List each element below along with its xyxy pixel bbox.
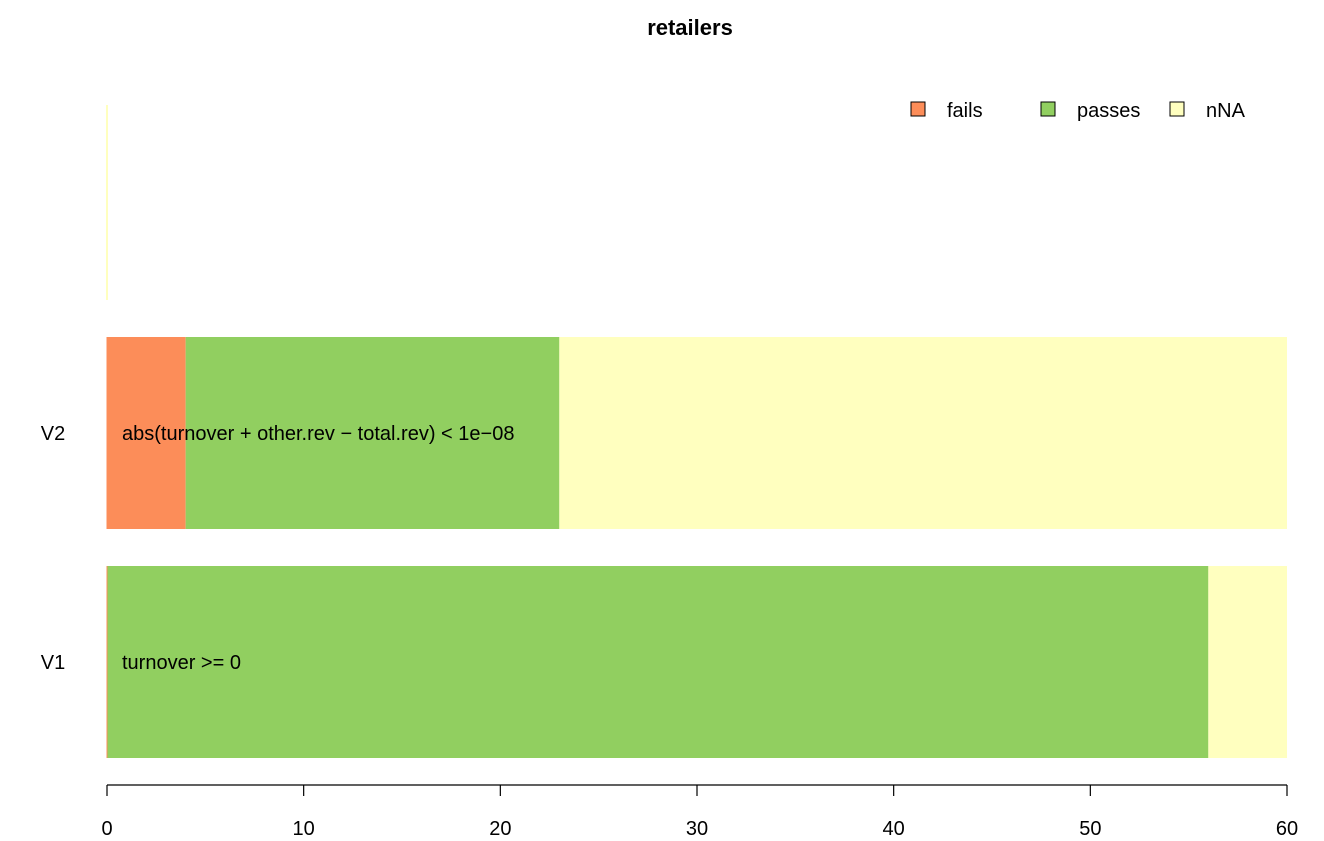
legend-label-fails: fails [947,100,983,122]
bar-segment-v2-fails [107,337,186,529]
legend-label-nna: nNA [1206,100,1246,122]
bar-segment-v1-nna [1208,566,1287,758]
x-tick-label: 60 [1276,818,1298,836]
x-tick-label: 50 [1079,818,1101,836]
legend-swatch-fails [910,101,926,117]
bar-segment-v2-passes [185,337,560,529]
x-axis: 0 10 20 30 40 50 60 [101,784,1298,840]
x-tick-label: 30 [686,818,708,836]
legend-swatch-passes [1040,101,1056,117]
x-tick-label: 40 [883,818,905,836]
legend-label-passes: passes [1077,100,1140,122]
x-tick-label: 10 [293,818,315,836]
category-label-v1: V1 [41,652,65,674]
rule-label-v1: turnover >= 0 [122,652,241,674]
rule-label-v2: abs(turnover + other.rev − total.rev) < … [122,423,514,445]
x-tick-label: 20 [489,818,511,836]
legend-swatch-nna [1169,101,1185,117]
category-label-v2: V2 [41,423,65,445]
bars-layer [106,337,1287,758]
labels-layer: V1 turnover >= 0 V2 abs(turnover + other.re… [41,423,515,674]
legend: fails passes nNA [910,100,1246,122]
x-tick-label: 0 [101,818,112,836]
bar-segment-v2-nna [559,337,1287,529]
chart-title: retailers [647,15,733,40]
bar-segment-v1-passes [107,566,1209,758]
